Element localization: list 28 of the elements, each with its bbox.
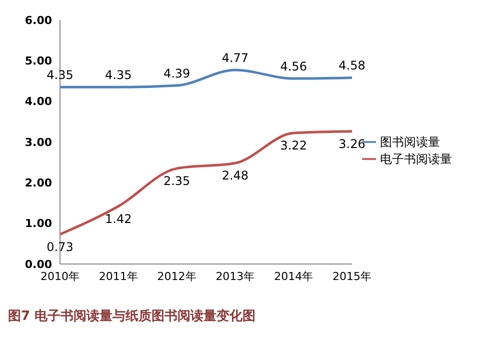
data-label: 0.73 bbox=[46, 240, 74, 254]
data-label: 2.48 bbox=[222, 168, 249, 183]
data-label: 1.42 bbox=[105, 212, 132, 226]
y-tick-label: 4.00 bbox=[24, 95, 52, 108]
y-tick-label: 1.00 bbox=[24, 217, 52, 230]
y-tick-label: 6.00 bbox=[24, 14, 52, 27]
x-tick-label: 2011年 bbox=[98, 270, 138, 283]
data-label: 2.35 bbox=[163, 174, 190, 188]
y-tick-label: 0.00 bbox=[24, 258, 52, 271]
x-tick-label: 2010年 bbox=[40, 270, 80, 283]
y-tick-label: 2.00 bbox=[24, 176, 52, 190]
data-label: 4.39 bbox=[163, 66, 190, 80]
data-label: 4.35 bbox=[46, 68, 74, 82]
data-label: 4.56 bbox=[280, 60, 307, 74]
text: 图7 电子书阅读量与纸质图书阅读量变化图 bbox=[8, 308, 257, 325]
data-label: 4.35 bbox=[105, 68, 132, 82]
y-tick-label: 5.00 bbox=[24, 54, 52, 68]
x-tick-label: 2015年 bbox=[332, 270, 372, 283]
data-label: 3.22 bbox=[280, 138, 307, 153]
x-tick-label: 2012年 bbox=[157, 270, 196, 283]
x-tick-label: 2014年 bbox=[274, 270, 314, 283]
data-label: 4.58 bbox=[338, 58, 366, 73]
data-label: 3.26 bbox=[338, 136, 366, 151]
legend-label: 图书阅读量 bbox=[380, 134, 440, 148]
legend-label: 电子书阅读量 bbox=[380, 152, 452, 166]
y-tick-label: 3.00 bbox=[24, 136, 52, 149]
data-label: 4.77 bbox=[222, 51, 249, 66]
x-tick-label: 2013年 bbox=[216, 270, 255, 283]
